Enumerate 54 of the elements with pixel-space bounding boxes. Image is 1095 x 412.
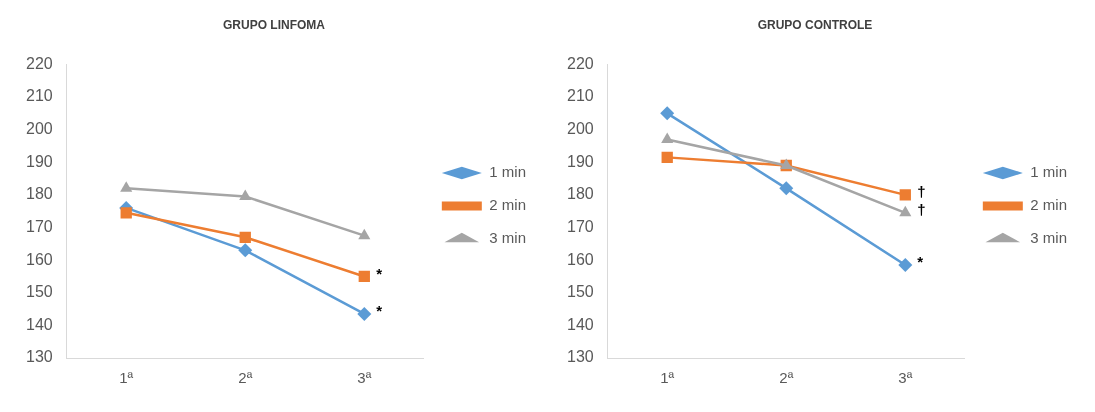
point bbox=[239, 189, 252, 201]
y-tick-label: 170 bbox=[566, 217, 594, 235]
point bbox=[661, 132, 674, 143]
point bbox=[899, 205, 912, 217]
legend-label: 2 min bbox=[1030, 196, 1068, 214]
point bbox=[120, 181, 133, 192]
annotation: † bbox=[917, 183, 926, 201]
point bbox=[779, 181, 794, 196]
chart-title: GRUPO CONTROLE bbox=[757, 17, 873, 32]
legend-label: 1 min bbox=[1030, 163, 1068, 181]
legend-label: 3 min bbox=[1030, 229, 1068, 247]
annotation: * bbox=[376, 264, 383, 282]
point bbox=[899, 189, 911, 201]
annotation: † bbox=[917, 200, 926, 218]
y-tick-label: 180 bbox=[566, 185, 594, 203]
x-tick-label: 2ª bbox=[238, 369, 253, 387]
point bbox=[358, 270, 370, 283]
y-tick-label: 220 bbox=[25, 54, 53, 72]
annotation: * bbox=[917, 253, 924, 271]
y-tick-label: 200 bbox=[25, 120, 53, 138]
legend-label: 1 min bbox=[489, 163, 527, 181]
y-tick-label: 160 bbox=[566, 250, 594, 268]
point bbox=[898, 258, 913, 273]
annotation: * bbox=[376, 302, 383, 320]
point bbox=[661, 151, 673, 164]
point bbox=[660, 106, 675, 121]
y-tick-label: 130 bbox=[566, 348, 594, 366]
y-tick-label: 140 bbox=[566, 315, 594, 333]
y-tick-label: 210 bbox=[566, 87, 594, 105]
y-tick-label: 140 bbox=[25, 315, 53, 333]
x-tick-label: 2ª bbox=[779, 369, 794, 387]
y-tick-label: 200 bbox=[566, 120, 594, 138]
x-tick-label: 1ª bbox=[119, 369, 134, 387]
y-tick-label: 180 bbox=[25, 185, 53, 203]
x-tick-label: 3ª bbox=[898, 369, 913, 387]
y-tick-label: 210 bbox=[25, 87, 53, 105]
y-tick-label: 170 bbox=[25, 217, 53, 235]
x-tick-label: 1ª bbox=[660, 369, 675, 387]
y-tick-label: 150 bbox=[566, 283, 594, 301]
chart-title: GRUPO LINFOMA bbox=[223, 17, 326, 32]
y-tick-label: 190 bbox=[566, 152, 594, 170]
point bbox=[357, 306, 372, 321]
y-tick-label: 190 bbox=[25, 152, 53, 170]
y-tick-label: 150 bbox=[25, 283, 53, 301]
y-tick-label: 160 bbox=[25, 250, 53, 268]
point bbox=[238, 243, 253, 258]
point bbox=[120, 207, 132, 219]
y-tick-label: 220 bbox=[566, 54, 594, 72]
point bbox=[358, 228, 371, 240]
y-tick-label: 130 bbox=[25, 348, 53, 366]
point bbox=[239, 231, 251, 243]
legend-label: 2 min bbox=[489, 196, 527, 214]
legend-label: 3 min bbox=[489, 229, 527, 247]
x-tick-label: 3ª bbox=[357, 369, 372, 387]
